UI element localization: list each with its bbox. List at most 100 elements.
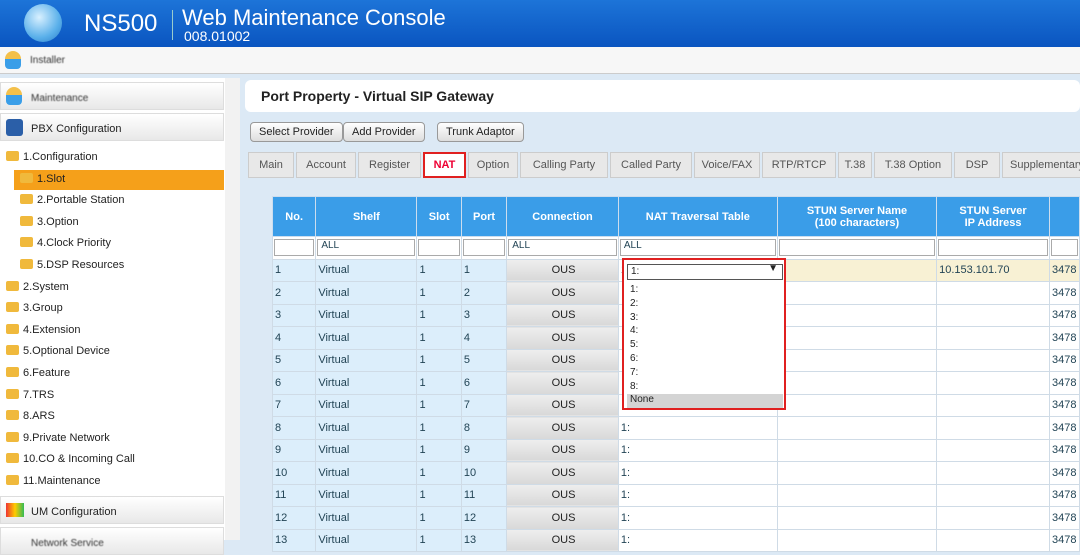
sidebar-item[interactable]: 1.Configuration — [0, 148, 224, 168]
no-filter[interactable] — [274, 239, 315, 257]
table-cell: 13 — [460, 528, 508, 552]
nat-traversal-dropdown[interactable]: 1: ▼ 1: 2: 3: 4: 5: 6: 7: 8: None — [622, 258, 786, 410]
table-cell — [936, 303, 1051, 327]
table-cell[interactable]: 1: — [617, 438, 778, 462]
table-cell[interactable]: OUS — [506, 326, 619, 350]
tab-nat[interactable]: NAT — [423, 152, 466, 178]
sidebar-item[interactable]: 9.Private Network — [0, 429, 224, 449]
sidebar-item[interactable]: 8.ARS — [0, 407, 224, 427]
table-cell[interactable]: OUS — [506, 258, 619, 282]
dropdown-option[interactable]: 3: — [630, 311, 639, 323]
select-provider-button[interactable]: Select Provider — [250, 122, 343, 142]
nat-filter[interactable]: ALL — [619, 239, 776, 257]
tab-account[interactable]: Account — [296, 152, 356, 178]
table-cell[interactable]: OUS — [506, 438, 619, 462]
tab-option[interactable]: Option — [468, 152, 518, 178]
column-header: Slot — [416, 196, 462, 237]
dropdown-option[interactable]: 5: — [630, 339, 639, 351]
maintenance-button[interactable]: Maintenance — [0, 82, 224, 110]
port-filter[interactable] — [462, 239, 506, 257]
dropdown-option[interactable]: 8: — [630, 380, 639, 392]
table-cell[interactable]: 1: — [617, 416, 778, 440]
trunk-adaptor-button[interactable]: Trunk Adaptor — [437, 122, 524, 142]
slot-filter[interactable] — [418, 239, 460, 257]
um-configuration-button[interactable]: UM Configuration — [0, 496, 224, 524]
tab-t-38[interactable]: T.38 — [838, 152, 872, 178]
dropdown-option[interactable]: 6: — [630, 353, 639, 364]
tab-dsp[interactable]: DSP — [954, 152, 1000, 178]
version: 008.01002 — [184, 28, 251, 44]
table-cell — [776, 326, 938, 350]
sidebar-item[interactable]: 2.System — [0, 278, 224, 298]
pbx-configuration-button[interactable]: PBX Configuration — [0, 113, 224, 141]
sidebar-item[interactable]: 4.Extension — [0, 321, 224, 341]
stun-name-filter[interactable] — [778, 239, 936, 257]
table-cell: 3478 — [1049, 348, 1080, 372]
table-row[interactable]: 12 Virtual 1 12 OUS 1: 3478 — [271, 506, 1080, 530]
table-cell: 1 — [416, 461, 462, 485]
sidebar-item[interactable]: 7.TRS — [0, 386, 224, 406]
sidebar-item[interactable]: 5.Optional Device — [0, 342, 224, 362]
table-row[interactable]: 11 Virtual 1 11 OUS 1: 3478 — [271, 483, 1080, 507]
table-cell — [936, 348, 1051, 372]
table-row[interactable]: 8 Virtual 1 8 OUS 1: 3478 — [271, 416, 1080, 440]
tab-voice-fax[interactable]: Voice/FAX — [694, 152, 760, 178]
table-cell: 10 — [271, 461, 317, 485]
table-cell[interactable]: 1: — [617, 506, 778, 530]
dropdown-option[interactable]: 1: — [630, 284, 639, 295]
port-filter-2[interactable] — [1051, 239, 1078, 257]
network-service-button[interactable]: Network Service — [0, 527, 224, 555]
dropdown-option[interactable]: 4: — [630, 325, 639, 337]
nat-select[interactable]: 1: — [627, 264, 783, 280]
globe-logo-icon — [24, 4, 62, 42]
tab-main[interactable]: Main — [248, 152, 294, 178]
dropdown-option[interactable]: 2: — [630, 297, 639, 309]
table-row[interactable]: 2 Virtual 1 2 OUS 3478 — [271, 281, 1080, 305]
tab-supplementary[interactable]: Supplementary — [1002, 152, 1080, 178]
table-cell: Virtual — [315, 258, 418, 282]
table-cell[interactable]: OUS — [506, 416, 619, 440]
sidebar-item[interactable]: 3.Group — [0, 299, 224, 319]
dropdown-option[interactable]: None — [627, 394, 783, 409]
stun-ip-filter[interactable] — [938, 239, 1049, 257]
tab-calling-party[interactable]: Calling Party — [520, 152, 608, 178]
add-provider-button[interactable]: Add Provider — [343, 122, 425, 142]
folder-icon — [20, 172, 33, 183]
sidebar-item[interactable]: 1.Slot — [14, 169, 224, 190]
table-cell[interactable]: OUS — [506, 393, 619, 417]
table-cell[interactable]: OUS — [506, 528, 619, 552]
table-row[interactable]: 13 Virtual 1 13 OUS 1: 3478 — [271, 528, 1080, 552]
sidebar-item[interactable]: 5.DSP Resources — [14, 256, 224, 276]
folder-icon — [6, 345, 19, 356]
table-cell[interactable]: OUS — [506, 461, 619, 485]
tab-t-38-option[interactable]: T.38 Option — [874, 152, 952, 178]
table-cell: 7 — [271, 393, 317, 417]
table-cell[interactable]: OUS — [506, 303, 619, 327]
sidebar-item[interactable]: 11.Maintenance — [0, 472, 224, 492]
table-cell[interactable]: OUS — [506, 348, 619, 372]
table-row[interactable]: 9 Virtual 1 9 OUS 1: 3478 — [271, 438, 1080, 462]
table-cell[interactable]: OUS — [506, 506, 619, 530]
tab-called-party[interactable]: Called Party — [610, 152, 692, 178]
table-cell[interactable]: OUS — [506, 371, 619, 395]
table-cell[interactable]: OUS — [506, 281, 619, 305]
tab-rtp-rtcp[interactable]: RTP/RTCP — [762, 152, 836, 178]
table-cell[interactable]: 1: — [617, 483, 778, 507]
shelf-filter[interactable]: ALL — [317, 239, 416, 257]
table-cell — [776, 416, 938, 440]
dropdown-option[interactable]: 7: — [630, 366, 639, 378]
sidebar-item[interactable]: 10.CO & Incoming Call — [0, 450, 224, 470]
connection-filter[interactable]: ALL — [508, 239, 617, 257]
sidebar-item[interactable]: 4.Clock Priority — [14, 234, 224, 254]
sidebar-item[interactable]: 6.Feature — [0, 364, 224, 384]
table-cell[interactable]: OUS — [506, 483, 619, 507]
tab-register[interactable]: Register — [358, 152, 421, 178]
sidebar-item[interactable]: 2.Portable Station — [14, 191, 224, 211]
table-cell[interactable]: 1: — [617, 528, 778, 552]
table-cell[interactable]: 1: — [617, 461, 778, 485]
sidebar-scrollbar[interactable] — [225, 78, 240, 540]
table-cell — [776, 258, 938, 282]
table-row[interactable]: 10 Virtual 1 10 OUS 1: 3478 — [271, 461, 1080, 485]
sidebar-item[interactable]: 3.Option — [14, 213, 224, 233]
